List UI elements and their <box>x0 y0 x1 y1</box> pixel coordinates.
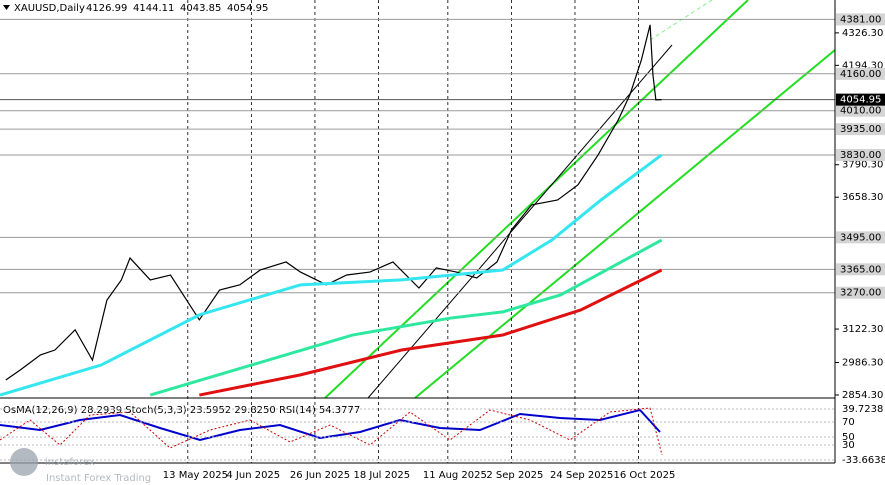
channel-line <box>414 49 836 399</box>
x-tick-label: 16 Oct 2025 <box>614 470 676 481</box>
menu-arrow[interactable] <box>3 5 10 10</box>
watermark-logo <box>10 448 38 476</box>
ohlc: 4126.99 4144.11 4043.85 4054.95 <box>86 3 268 14</box>
plot <box>0 24 663 397</box>
channel-line <box>324 0 749 399</box>
level-label: 4054.95 <box>840 95 881 106</box>
y-tick-label: 4194.30 <box>842 60 883 71</box>
level-label-box <box>836 93 885 106</box>
level-label: 4010.00 <box>840 106 881 117</box>
level-label: 3495.00 <box>840 232 881 243</box>
y-tick-label: 2986.30 <box>842 358 883 369</box>
x-tick-label: 24 Sep 2025 <box>550 470 613 481</box>
stoch-line <box>0 407 663 456</box>
level-label: 4160.00 <box>840 69 881 80</box>
x-tick-label: 2 Sep 2025 <box>486 470 543 481</box>
y-tick-label: 2854.30 <box>842 390 883 401</box>
indicator-scale-label: 50 <box>842 432 855 443</box>
level-label-box <box>836 123 885 136</box>
levels: 4381.00 4160.00 4010.00 3935.00 3830.00 3495.… <box>0 13 885 299</box>
ohlc-value: 4144.11 <box>133 3 174 14</box>
indicator-scale-label: 70 <box>842 417 855 428</box>
level-label: 3935.00 <box>840 124 881 135</box>
level-label: 3270.00 <box>840 288 881 299</box>
watermark: instaforex Instant Forex Trading <box>10 448 151 484</box>
ohlc-value: 4054.95 <box>227 3 268 14</box>
series-line <box>149 238 663 397</box>
y-tick-label: 4326.30 <box>842 28 883 39</box>
level-label: 3365.00 <box>840 264 881 275</box>
y-tick-label: 3122.30 <box>842 324 883 335</box>
trend-line <box>367 44 673 399</box>
y-tick-label: 3658.30 <box>842 192 883 203</box>
level-label-box <box>836 13 885 26</box>
level-label: 3830.00 <box>840 150 881 161</box>
channel-line <box>649 0 713 41</box>
level-label-box <box>836 286 885 299</box>
ohlc-value: 4043.85 <box>180 3 221 14</box>
x-tick-label: 11 Aug 2025 <box>423 470 487 481</box>
watermark-tagline: Instant Forex Trading <box>46 473 151 484</box>
rsi-line <box>0 408 661 442</box>
indicator-scale-label: 30 <box>842 440 855 451</box>
chart-title: XAUUSD,Daily <box>14 3 85 14</box>
series-line <box>5 24 662 381</box>
level-label-box <box>836 148 885 161</box>
x-tick-label: 4 Jun 2025 <box>226 470 280 481</box>
level-label-box <box>836 263 885 276</box>
level-label: 4381.00 <box>840 14 881 25</box>
indicator-scale-label: 39.7238 <box>842 404 883 415</box>
level-label-box <box>836 231 885 244</box>
y-tick-label: 3790.30 <box>842 160 883 171</box>
trend-lines <box>324 0 836 399</box>
series-line <box>0 153 663 397</box>
indicator-label: OsMA(12,26,9) 28.2939 Stoch(5,3,3) 23.59… <box>3 405 360 416</box>
x-tick-label: 26 Jun 2025 <box>290 470 350 481</box>
level-label-box <box>836 67 885 80</box>
ohlc-value: 4126.99 <box>86 3 127 14</box>
indicator-scale-label: -33.6638 <box>842 455 885 466</box>
x-tick-label: 13 May 2025 <box>163 470 228 481</box>
watermark-brand: instaforex <box>45 457 95 468</box>
indicator-panel: OsMA(12,26,9) 28.2939 Stoch(5,3,3) 23.59… <box>0 404 885 466</box>
level-label-box <box>836 104 885 117</box>
series-line <box>199 268 663 397</box>
x-tick-label: 18 Jul 2025 <box>353 470 410 481</box>
